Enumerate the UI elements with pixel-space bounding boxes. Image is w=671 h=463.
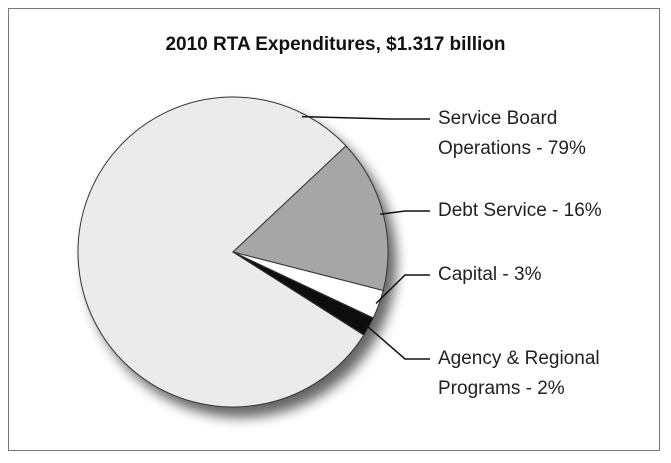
frame <box>8 8 660 451</box>
leader-line <box>380 210 430 215</box>
pie <box>77 96 389 408</box>
slice-label: Capital - 3% <box>438 264 542 285</box>
leader-line <box>375 274 430 305</box>
leader-line <box>365 324 430 360</box>
slice-label: Service Board Operations - 79% <box>438 108 586 159</box>
leader-line <box>301 115 430 120</box>
chart-title: 2010 RTA Expenditures, $1.317 billion <box>165 34 506 55</box>
slice-label: Agency & Regional Programs - 2% <box>438 348 600 399</box>
slice-label: Debt Service - 16% <box>438 200 602 221</box>
pie-slice <box>77 96 365 408</box>
